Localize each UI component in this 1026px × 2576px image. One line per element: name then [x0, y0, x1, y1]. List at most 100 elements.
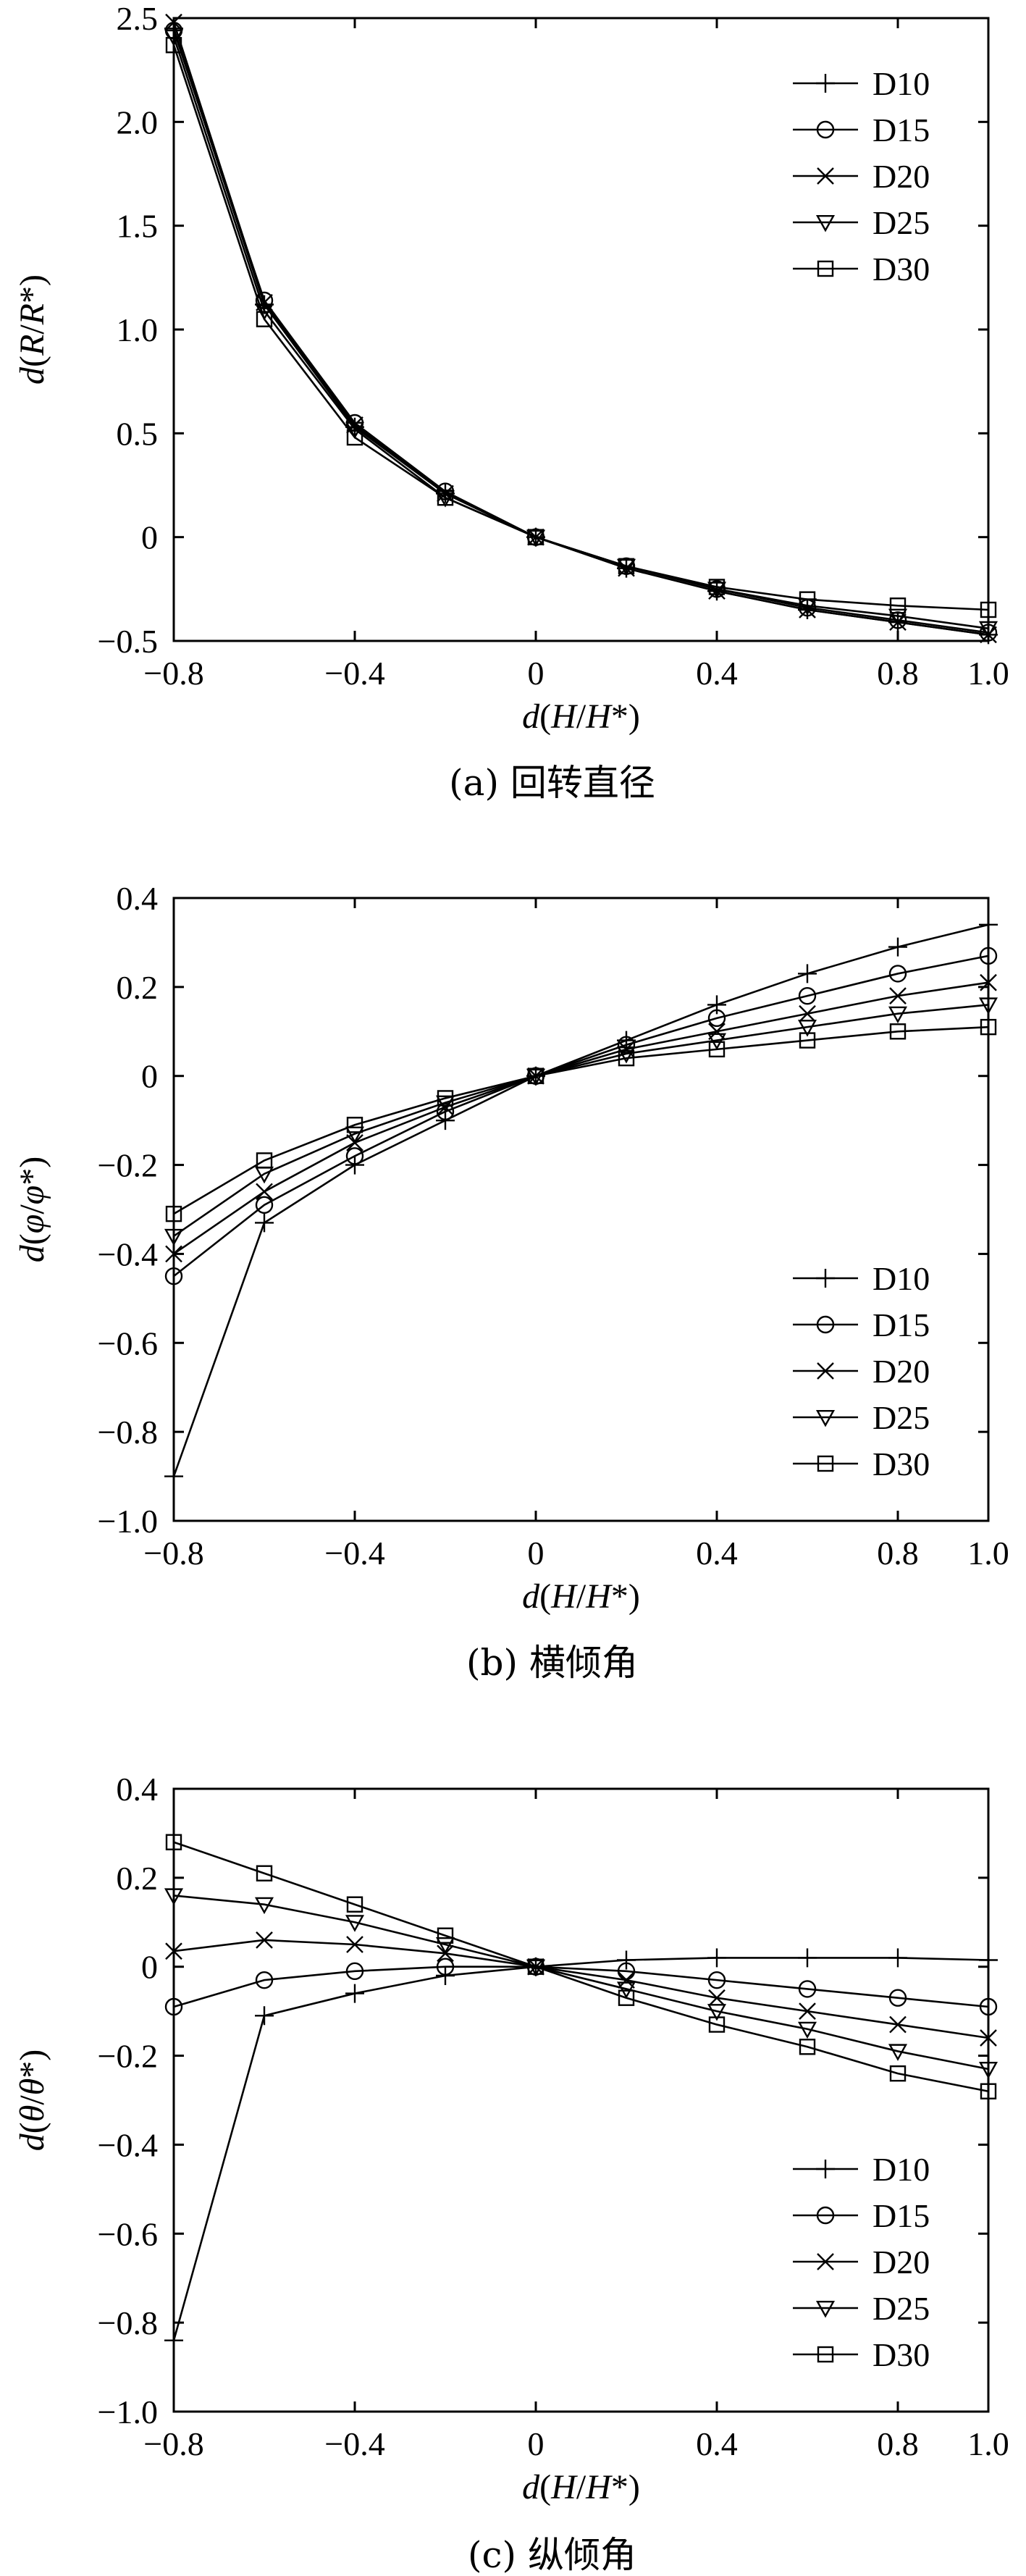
legend-marker [815, 1410, 836, 1427]
data-point-d10 [707, 1948, 726, 1968]
series-line-d15 [172, 30, 989, 634]
data-point-d20 [889, 2015, 907, 2034]
data-point-d15 [888, 965, 907, 983]
plot-frame [172, 1787, 990, 2413]
series-line-d25 [172, 36, 989, 630]
data-point-d25 [978, 621, 998, 639]
legend-marker [816, 2160, 835, 2178]
legend-marker [817, 260, 834, 277]
legend-entry-d20: D20 [793, 158, 930, 195]
series-line-d15 [173, 955, 989, 1277]
series-line-d10 [172, 1957, 989, 2341]
data-point-d30 [708, 579, 726, 595]
data-point-d15 [798, 986, 817, 1005]
legend-marker [816, 1269, 835, 1288]
x-tick-label: 0.8 [877, 2425, 919, 2462]
series-line-d10 [172, 923, 989, 1477]
data-point-d10 [979, 915, 998, 934]
legend-marker [817, 167, 834, 185]
data-point-d20 [256, 1931, 273, 1949]
data-point-d15 [345, 1962, 364, 1981]
y-tick-label: −0.4 [98, 1235, 158, 1272]
data-point-d30 [437, 1090, 454, 1107]
x-tick-label: 0.8 [877, 655, 919, 692]
series-line-d25 [173, 1895, 989, 2071]
x-axis-label: d(H/H*) [522, 2468, 640, 2506]
y-tick-label: −0.8 [98, 2304, 158, 2341]
data-point-d15 [979, 1997, 998, 2016]
x-tick-label: −0.8 [143, 2425, 203, 2462]
data-point-d30 [889, 1023, 907, 1040]
chart-panel-2: −0.8 −0.4 0 0.4 0.8 1.0−1.0−0.8−0.6−0.4−0.200… [13, 880, 1009, 1684]
data-point-d30 [165, 1205, 182, 1222]
y-tick-label: 0 [141, 1949, 158, 1986]
legend-entry-d15: D15 [793, 112, 930, 148]
data-point-d30 [980, 1018, 997, 1036]
data-point-d15 [164, 1997, 183, 2016]
legend-label: D25 [872, 2290, 930, 2327]
series-line-d15 [173, 1965, 989, 2008]
legend-marker [817, 1362, 834, 1380]
y-tick-label: 0.5 [117, 415, 159, 452]
legend-label: D20 [872, 2244, 930, 2281]
x-tick-label: 0.4 [696, 655, 738, 692]
series-d20 [165, 1931, 997, 2047]
data-point-d25 [164, 1888, 184, 1905]
data-point-d20 [256, 1183, 273, 1201]
data-point-d10 [345, 1155, 364, 1175]
data-point-d25 [797, 2021, 817, 2039]
data-point-d25 [797, 1020, 817, 1037]
data-point-d30 [437, 1927, 454, 1944]
legend-label: D25 [872, 1399, 930, 1436]
y-axis-label: d(R/R*) [13, 274, 51, 385]
data-point-d25 [978, 997, 998, 1015]
x-axis-label: d(H/H*) [522, 1577, 640, 1616]
legend-label: D10 [872, 1260, 930, 1297]
legend-label: D30 [872, 251, 930, 288]
data-point-d15 [255, 1971, 274, 1989]
data-point-d30 [527, 529, 544, 545]
data-point-d30 [799, 2039, 816, 2055]
series-d10 [164, 1948, 998, 2350]
data-point-d30 [165, 37, 182, 54]
data-point-d25 [978, 2062, 998, 2079]
data-point-d25 [888, 2044, 908, 2061]
data-point-d10 [888, 1948, 907, 1968]
series-d30 [165, 37, 997, 618]
data-point-d15 [255, 1196, 274, 1214]
data-point-d30 [980, 601, 997, 618]
data-point-d10 [255, 1213, 274, 1233]
y-tick-label: −0.6 [98, 1325, 158, 1362]
legend-entry-d20: D20 [793, 2244, 930, 2281]
data-point-d30 [346, 1117, 363, 1133]
x-tick-label: 0.8 [877, 1535, 919, 1572]
y-tick-label: 0.4 [117, 1771, 159, 1808]
legend-label: D10 [872, 2151, 930, 2188]
data-point-d10 [798, 964, 817, 983]
y-tick-label: −1.0 [98, 2394, 158, 2430]
data-point-d30 [256, 1865, 273, 1881]
data-point-d20 [618, 1971, 635, 1989]
data-point-d30 [165, 1834, 182, 1850]
data-point-d30 [437, 490, 454, 506]
data-point-d15 [888, 1989, 907, 2007]
legend-entry-d25: D25 [793, 1399, 930, 1436]
data-point-d30 [256, 1152, 273, 1169]
data-point-d25 [888, 1006, 908, 1024]
data-point-d30 [618, 1049, 635, 1067]
x-tick-label: 0 [528, 2425, 544, 2462]
data-point-d25 [164, 1228, 184, 1246]
data-point-d20 [980, 973, 997, 991]
data-point-d20 [165, 13, 182, 31]
series-d30 [165, 1018, 997, 1222]
x-tick-label: 0 [528, 655, 544, 692]
data-point-d10 [436, 1111, 455, 1130]
series-d15 [164, 1958, 998, 2016]
legend-label: D15 [872, 112, 930, 148]
y-tick-label: 1.0 [117, 311, 159, 348]
plot-frame [172, 897, 990, 1522]
x-tick-label: −0.4 [324, 2425, 384, 2462]
legend-label: D20 [872, 158, 930, 195]
data-point-d30 [256, 311, 273, 327]
data-point-d25 [345, 1915, 365, 1932]
